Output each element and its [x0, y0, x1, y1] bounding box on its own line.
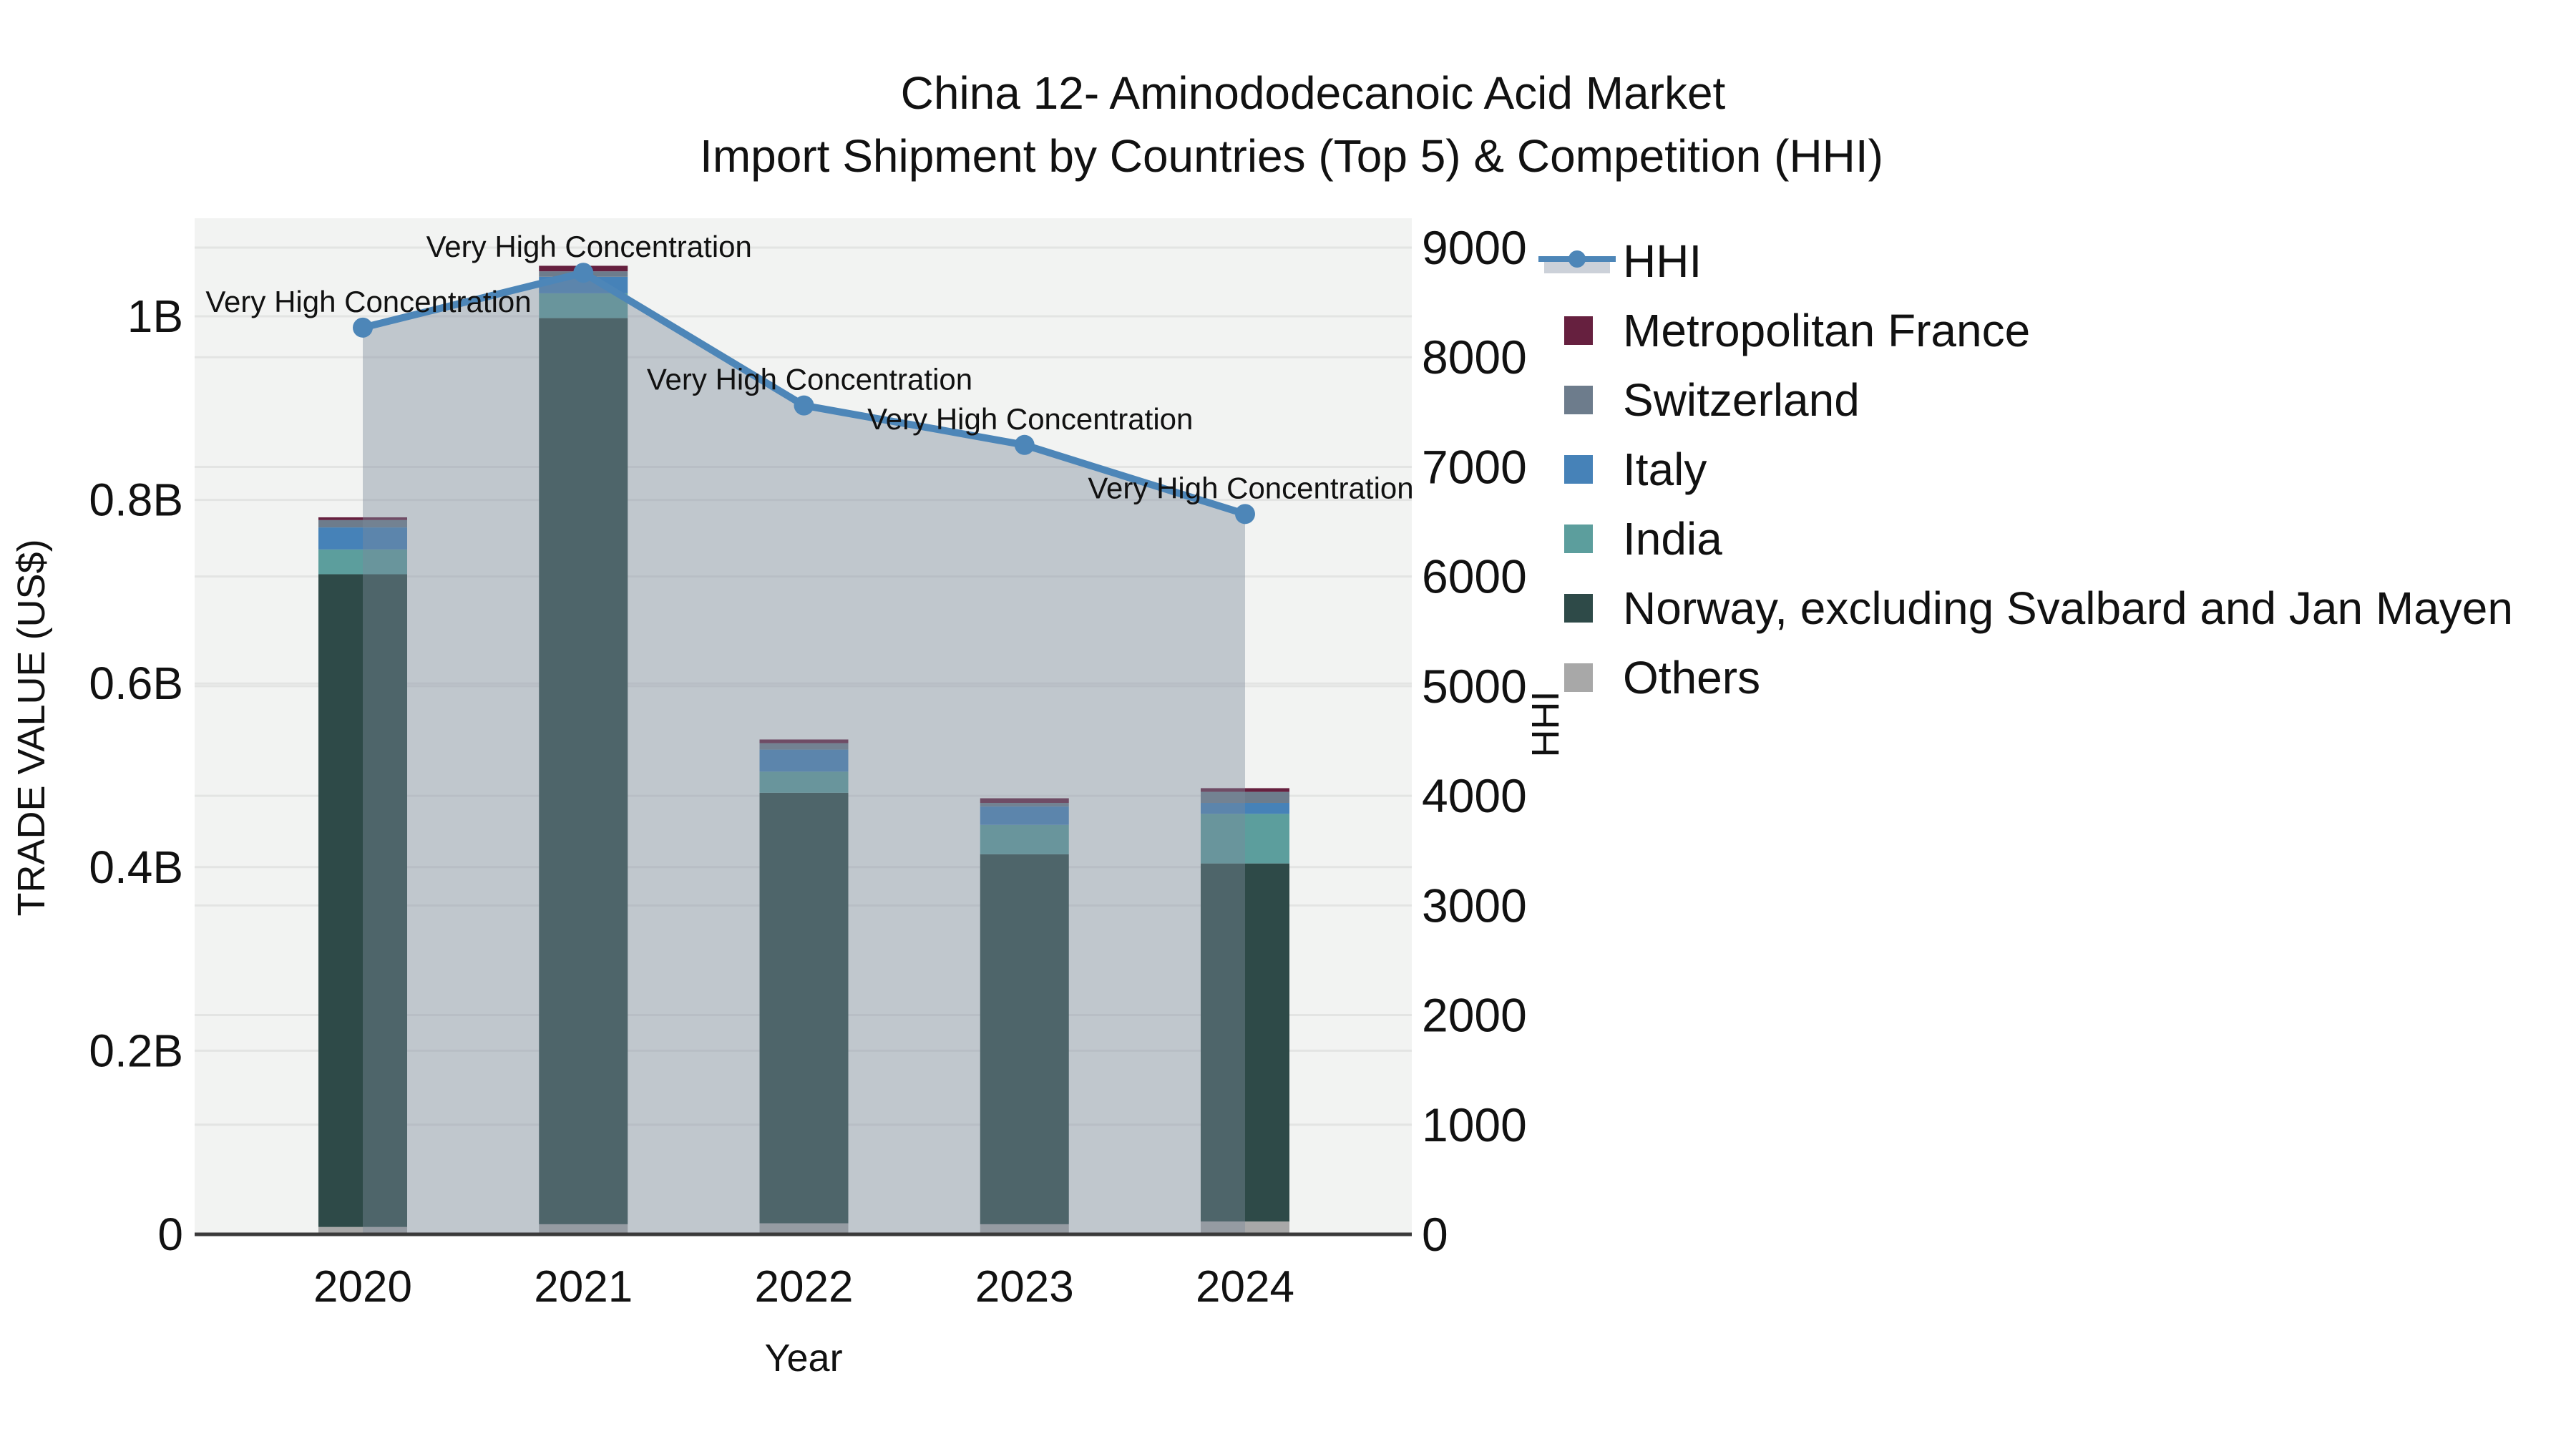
x-axis-title: Year: [764, 1337, 842, 1380]
bar-segment-others: [1201, 1221, 1289, 1234]
hhi-annotation-2023: Very High Concentration: [867, 402, 1193, 436]
hhi-area-fill: [363, 273, 1245, 1235]
legend-label: Switzerland: [1623, 374, 1860, 426]
legend-swatch: [1564, 594, 1593, 623]
legend-item-italy: Italy: [1564, 444, 1707, 495]
y2-tick-label: 4000: [1422, 769, 1527, 822]
y-axis-title: TRADE VALUE (US$): [10, 539, 53, 916]
legend-label: Others: [1623, 652, 1760, 703]
bar-segment-india: [318, 549, 407, 575]
bar-segment-italy: [759, 749, 849, 772]
bar-segment-metropolitan-france: [318, 517, 407, 520]
y2-tick-label: 3000: [1422, 879, 1527, 932]
bar-segment-others: [539, 1224, 628, 1234]
legend: HHI Metropolitan France Switzerland Italy In…: [1538, 235, 2513, 703]
bar-segment-metropolitan-france: [759, 739, 849, 743]
y-tick-label: 0.6B: [89, 658, 183, 709]
legend-label: India: [1623, 513, 1722, 565]
legend-item-switzerland: Switzerland: [1564, 374, 1860, 426]
y2-tick-label: 9000: [1422, 221, 1527, 274]
bar-2024: [1201, 788, 1289, 1234]
bars-layer: [318, 265, 1289, 1234]
x-tick-label: 2022: [755, 1262, 854, 1312]
bar-segment-italy: [980, 806, 1069, 825]
y-tick-label: 0.4B: [89, 841, 183, 893]
y2-tick-label: 2000: [1422, 989, 1527, 1042]
hhi-point-2020: [353, 317, 373, 338]
hhi-annotation-2022: Very High Concentration: [647, 363, 972, 396]
bar-2023: [980, 798, 1069, 1234]
legend-item-hhi: HHI: [1538, 235, 1702, 287]
legend-swatch: [1564, 663, 1593, 692]
bar-2020: [318, 517, 407, 1234]
bar-segment-norway-excluding-svalbard-and-jan-mayen: [318, 574, 407, 1227]
legend-label: HHI: [1623, 235, 1702, 287]
hhi-annotation-2024: Very High Concentration: [1088, 471, 1413, 504]
bar-segment-india: [1201, 814, 1289, 864]
chart-title-line1: China 12- Aminododecanoic Acid Market: [901, 67, 1726, 119]
legend-label: Italy: [1623, 444, 1707, 495]
tick-labels-layer: 0 0.2B 0.4B 0.6B 0.8B 1B 0 1000 2000 3000 4000 5000…: [89, 221, 1526, 1312]
bar-segment-others: [759, 1223, 849, 1234]
hhi-annotation-2020: Very High Concentration: [205, 285, 531, 318]
legend-hhi-marker: [1568, 250, 1586, 268]
hhi-point-2023: [1014, 434, 1035, 455]
hhi-line-layer: [353, 263, 1255, 525]
bar-segment-metropolitan-france: [1201, 788, 1289, 792]
bar-segment-metropolitan-france: [980, 798, 1069, 803]
hhi-point-2022: [794, 395, 814, 416]
bar-segment-switzerland: [980, 802, 1069, 807]
bar-segment-switzerland: [1201, 791, 1289, 803]
bar-segment-norway-excluding-svalbard-and-jan-mayen: [1201, 863, 1289, 1222]
bar-2021: [539, 265, 628, 1234]
x-tick-label: 2023: [975, 1262, 1074, 1312]
legend-swatch: [1564, 455, 1593, 484]
bar-segment-others: [980, 1224, 1069, 1234]
legend-item-india: India: [1564, 513, 1722, 565]
legend-swatch: [1564, 386, 1593, 414]
legend-item-metropolitan-france: Metropolitan France: [1564, 305, 2030, 356]
y2-tick-label: 7000: [1422, 440, 1527, 493]
y2-tick-label: 8000: [1422, 331, 1527, 384]
y-tick-label: 1B: [127, 291, 183, 342]
y2-tick-label: 0: [1422, 1208, 1448, 1261]
y-tick-label: 0.2B: [89, 1025, 183, 1076]
bar-segment-norway-excluding-svalbard-and-jan-mayen: [980, 854, 1069, 1224]
x-tick-label: 2021: [534, 1262, 633, 1312]
bar-segment-italy: [1201, 802, 1289, 814]
bar-segment-switzerland: [318, 519, 407, 528]
x-tick-label: 2024: [1196, 1262, 1294, 1312]
legend-item-others: Others: [1564, 652, 1760, 703]
chart-title-line2: Import Shipment by Countries (Top 5) & C…: [700, 130, 1883, 182]
bar-segment-india: [759, 771, 849, 793]
y2-axis-title: HHI: [1524, 691, 1567, 758]
legend-item-norway-excluding-svalbard-and-jan-mayen: Norway, excluding Svalbard and Jan Mayen: [1564, 582, 2513, 634]
y2-tick-label: 6000: [1422, 550, 1527, 603]
y2-tick-label: 5000: [1422, 660, 1527, 713]
bar-segment-switzerland: [759, 743, 849, 750]
bar-segment-others: [318, 1226, 407, 1234]
hhi-area-layer: [363, 273, 1245, 1235]
bar-2022: [759, 739, 849, 1234]
bar-segment-india: [980, 824, 1069, 854]
bar-segment-norway-excluding-svalbard-and-jan-mayen: [759, 792, 849, 1224]
y-tick-label: 0: [157, 1209, 183, 1260]
x-tick-label: 2020: [313, 1262, 412, 1312]
bar-segment-italy: [318, 527, 407, 550]
annotations-layer: Very High Concentration Very High Concent…: [205, 230, 1413, 504]
legend-swatch: [1564, 316, 1593, 345]
legend-swatch: [1564, 525, 1593, 553]
hhi-point-2021: [573, 263, 594, 283]
bar-segment-india: [539, 293, 628, 318]
bar-segment-norway-excluding-svalbard-and-jan-mayen: [539, 318, 628, 1224]
y-tick-label: 0.8B: [89, 474, 183, 526]
hhi-annotation-2021: Very High Concentration: [426, 230, 752, 263]
y2-tick-label: 1000: [1422, 1098, 1527, 1151]
legend-label: Metropolitan France: [1623, 305, 2030, 356]
legend-label: Norway, excluding Svalbard and Jan Mayen: [1623, 582, 2513, 634]
hhi-point-2024: [1235, 504, 1255, 525]
